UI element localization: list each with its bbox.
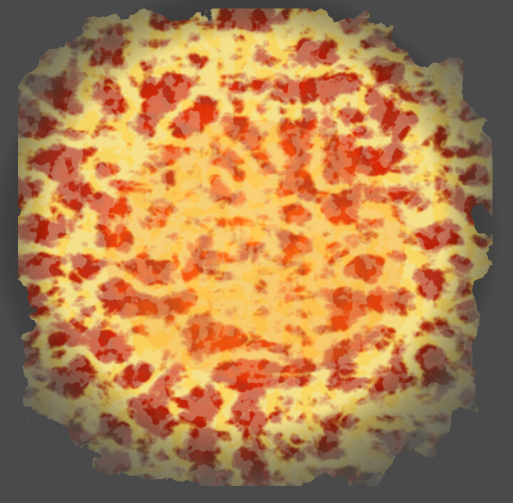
lava-texture-icon xyxy=(0,0,513,503)
lava-texture-canvas xyxy=(0,0,513,503)
